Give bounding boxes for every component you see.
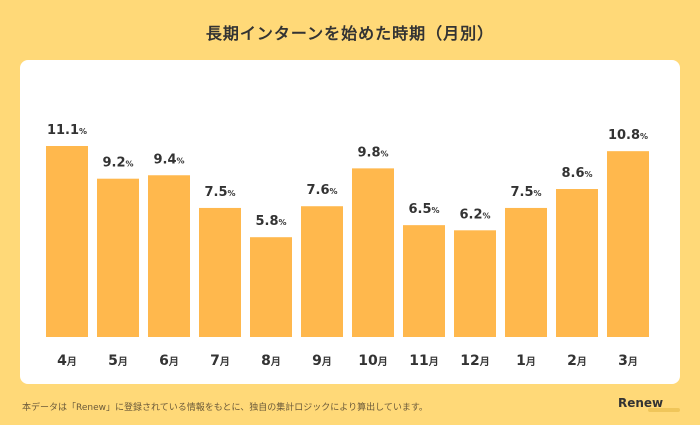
bar-4 (46, 146, 88, 337)
value-label-6: 9.4% (153, 152, 184, 167)
bar-3 (607, 151, 649, 337)
bar-10 (352, 168, 394, 337)
bar-2 (556, 189, 598, 337)
value-label-8: 5.8% (255, 214, 286, 229)
bar-1 (505, 207, 547, 337)
value-label-1: 7.5% (510, 185, 541, 200)
value-label-2: 8.6% (561, 166, 592, 181)
value-label-5: 9.2% (102, 156, 133, 171)
bar-9 (301, 206, 343, 337)
value-label-12: 6.2% (459, 207, 490, 222)
value-label-10: 9.8% (357, 145, 388, 160)
category-label-6: 6月 (159, 353, 179, 369)
brand-underline (648, 408, 680, 412)
bar-5 (97, 178, 139, 337)
value-label-4: 11.1% (47, 123, 87, 138)
value-label-7: 7.5% (204, 185, 235, 200)
value-label-9: 7.6% (306, 183, 337, 198)
chart-card: 11.1% 9.2% 9.4% 7.5% 5.8% 7.6% 9.8% 6.5% 6.2% 7.5… (20, 60, 680, 384)
bar-6 (148, 175, 190, 337)
category-label-9: 9月 (312, 353, 332, 369)
value-label-3: 10.8% (608, 128, 648, 143)
category-label-8: 8月 (261, 353, 281, 369)
footer-note: 本データは「Renew」に登録されている情報をもとに、独自の集計ロジックにより算… (22, 403, 428, 413)
chart-title: 長期インターンを始めた時期（月別） (205, 24, 495, 43)
category-label-1: 1月 (516, 353, 536, 369)
category-label-11: 11月 (409, 353, 438, 369)
bar-chart: 11.1% 9.2% 9.4% 7.5% 5.8% 7.6% 9.8% 6.5% 6.2% 7.5… (46, 123, 649, 369)
category-label-10: 10月 (358, 353, 387, 369)
category-label-5: 5月 (108, 353, 128, 369)
bar-8 (250, 237, 292, 337)
bar-7 (199, 207, 241, 337)
category-label-7: 7月 (210, 353, 230, 369)
value-label-11: 6.5% (408, 202, 439, 217)
category-label-3: 3月 (618, 353, 638, 369)
category-label-12: 12月 (460, 353, 489, 369)
category-label-4: 4月 (57, 353, 77, 369)
bar-11 (403, 225, 445, 337)
category-label-2: 2月 (567, 353, 587, 369)
brand-logo: Renew (618, 396, 664, 410)
bar-12 (454, 230, 496, 337)
